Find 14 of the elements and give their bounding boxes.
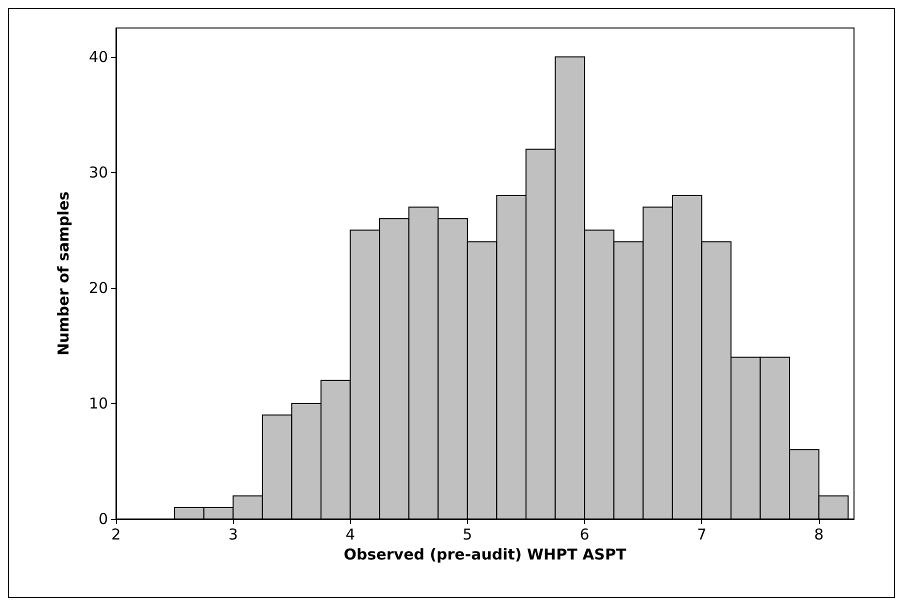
- x-tick-label: 5: [462, 526, 472, 544]
- y-tick-label: 10: [88, 394, 108, 412]
- y-tick-label: 20: [88, 278, 108, 297]
- x-tick-label: 6: [580, 526, 590, 544]
- y-tick-label: 30: [88, 163, 108, 182]
- y-axis-title: Number of samples: [54, 191, 72, 356]
- x-tick-label: 2: [111, 526, 121, 544]
- x-tick-label: 7: [696, 526, 706, 544]
- x-axis-title: Observed (pre-audit) WHPT ASPT: [344, 546, 627, 564]
- y-tick-label: 40: [88, 48, 108, 66]
- x-tick-label: 4: [346, 526, 356, 544]
- x-tick-label: 3: [228, 526, 238, 544]
- x-tick-label: 8: [814, 526, 824, 544]
- y-tick-label: 0: [98, 510, 108, 528]
